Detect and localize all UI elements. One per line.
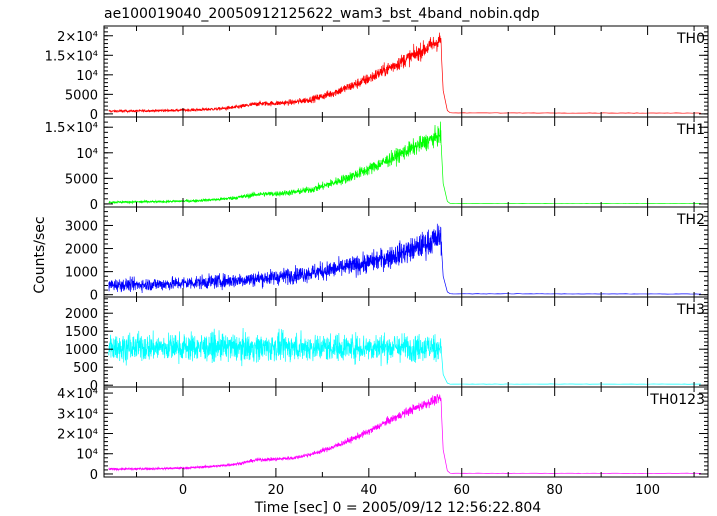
panel-label: TH2 [676,212,705,228]
x-tick-label: 80 [546,483,563,498]
y-tick-label: 1.5×10⁴ [45,49,98,64]
y-tick-label: 0 [90,379,98,394]
chart-title: ae100019040_20050912125622_wam3_bst_4ban… [104,6,540,22]
y-tick-label: 5000 [65,172,98,187]
panel-label: TH0123 [649,392,705,408]
y-tick-label: 500 [73,361,98,376]
x-tick-label: 0 [179,483,187,498]
x-axis-title: Time [sec] 0 = 2005/09/12 12:56:22.804 [254,500,542,516]
y-tick-label: 2000 [65,243,98,258]
panel-label: TH0 [676,31,705,47]
series-line-th2 [108,223,702,295]
y-tick-label: 0 [90,468,98,483]
y-tick-label: 2000 [65,307,98,322]
y-tick-label: 10⁴ [76,147,98,162]
panel-label: TH3 [676,302,705,318]
y-axis-title: Counts/sec [32,216,48,293]
series-line-th0123 [108,394,702,474]
x-tick-label: 60 [453,483,470,498]
y-tick-label: 1000 [65,343,98,358]
y-tick-label: 0 [90,108,98,123]
x-tick-label: 20 [268,483,285,498]
panel-th0123: 0 10⁴ 2×10⁴ 3×10⁴ 4×10⁴ TH0123 0 20 40 60 80 100 [57,386,709,498]
y-tick-label: 0 [90,198,98,213]
panel-frame [103,386,709,478]
series-line-th0 [108,32,702,114]
y-tick-label: 1.5×10⁴ [45,121,98,136]
y-tick-label: 10⁴ [76,448,98,463]
x-tick-label: 40 [361,483,378,498]
series-line-th1 [108,121,702,205]
panel-label: TH1 [676,122,705,138]
y-tick-label: 5000 [65,88,98,103]
y-tick-label: 2×10⁴ [57,428,98,443]
y-tick-label: 3000 [65,219,98,234]
series-line-th3 [108,327,702,385]
y-tick-label: 1000 [65,266,98,281]
y-tick-label: 10⁴ [76,69,98,84]
y-tick-label: 4×10⁴ [57,387,98,402]
y-tick-label: 1500 [65,325,98,340]
y-tick-label: 2×10⁴ [57,30,98,45]
y-tick-label: 0 [90,289,98,304]
x-tick-label: 100 [635,483,660,498]
y-tick-label: 3×10⁴ [57,407,98,422]
